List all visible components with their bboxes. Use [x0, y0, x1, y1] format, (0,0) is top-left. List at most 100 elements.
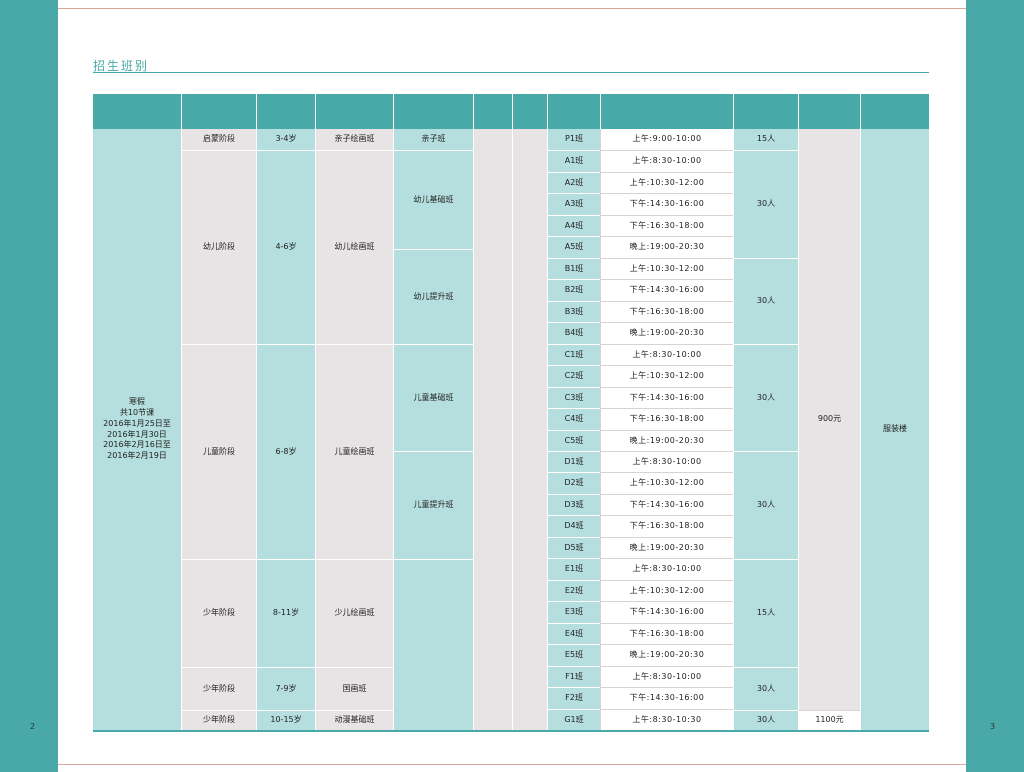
stage-cell: 少年阶段	[181, 667, 256, 710]
stage-cell: 少年阶段	[181, 559, 256, 667]
header-cell	[473, 94, 512, 129]
class-time-cell: 下午:16:30-18:00	[600, 301, 733, 322]
class-time-cell: 晚上:19:00-20:30	[600, 236, 733, 258]
class-time-cell: 晚上:19:00-20:30	[600, 430, 733, 451]
class-time-cell: 下午:16:30-18:00	[600, 408, 733, 430]
class-code-cell: D2班	[547, 472, 600, 494]
class-time-cell: 晚上:19:00-20:30	[600, 322, 733, 344]
capacity-cell: 15人	[733, 129, 798, 150]
course-cell: 亲子绘画班	[315, 129, 393, 150]
level-cell: 儿童提升班	[393, 451, 473, 559]
class-time-cell: 下午:14:30-16:00	[600, 494, 733, 515]
class-code-cell: B4班	[547, 322, 600, 344]
class-time-cell: 下午:14:30-16:00	[600, 601, 733, 623]
class-code-cell: E3班	[547, 601, 600, 623]
header-cell	[315, 94, 393, 129]
level-cell	[393, 559, 473, 730]
age-cell: 8-11岁	[256, 559, 315, 667]
class-code-cell: A1班	[547, 150, 600, 172]
class-code-cell: E4班	[547, 623, 600, 644]
class-code-cell: B3班	[547, 301, 600, 322]
term-cell: 寒假 共10节课 2016年1月25日至 2016年1月30日 2016年2月1…	[93, 129, 181, 730]
level-cell: 儿童基础班	[393, 344, 473, 451]
page-number-left: 2	[30, 722, 36, 731]
term-name: 寒假	[128, 397, 145, 407]
class-code-cell: B1班	[547, 258, 600, 279]
level-cell: 幼儿基础班	[393, 150, 473, 249]
capacity-cell: 30人	[733, 258, 798, 344]
header-cell	[733, 94, 798, 129]
class-time-cell: 上午:10:30-12:00	[600, 472, 733, 494]
class-code-cell: B2班	[547, 279, 600, 301]
level-cell: 亲子班	[393, 129, 473, 150]
top-trim-line	[58, 8, 966, 9]
class-code-cell: A2班	[547, 172, 600, 193]
class-code-cell: A5班	[547, 236, 600, 258]
capacity-cell: 30人	[733, 150, 798, 258]
term-lessons: 共10节课	[119, 407, 155, 417]
bottom-trim-line	[58, 764, 966, 765]
class-code-cell: C5班	[547, 430, 600, 451]
class-code-cell: D3班	[547, 494, 600, 515]
class-code-cell: P1班	[547, 129, 600, 150]
class-code-cell: D5班	[547, 537, 600, 558]
stage-cell: 儿童阶段	[181, 344, 256, 559]
class-time-cell: 晚上:19:00-20:30	[600, 644, 733, 666]
class-time-cell: 上午:8:30-10:00	[600, 558, 733, 580]
course-cell: 少儿绘画班	[315, 559, 393, 667]
level-cell: 幼儿提升班	[393, 249, 473, 344]
title-underline	[93, 72, 929, 73]
class-time-cell: 上午:8:30-10:30	[600, 709, 733, 730]
header-cell	[798, 94, 860, 129]
class-code-cell: C3班	[547, 387, 600, 408]
class-time-cell: 上午:10:30-12:00	[600, 580, 733, 601]
section-title: 招生班别	[93, 59, 150, 73]
class-code-cell: G1班	[547, 709, 600, 730]
class-time-cell: 上午:9:00-10:00	[600, 129, 733, 150]
header-cell	[512, 94, 547, 129]
capacity-cell: 30人	[733, 667, 798, 710]
price-cell: 1100元	[798, 710, 860, 730]
class-code-cell: A3班	[547, 193, 600, 215]
course-cell: 国画班	[315, 667, 393, 710]
stage-cell: 启蒙阶段	[181, 129, 256, 150]
course-cell: 动漫基础班	[315, 710, 393, 730]
term-date: 2016年1月25日至	[103, 418, 171, 428]
capacity-cell: 30人	[733, 710, 798, 730]
term-date: 2016年2月16日至	[103, 440, 171, 450]
stage-cell: 幼儿阶段	[181, 150, 256, 344]
class-code-cell: D4班	[547, 515, 600, 537]
empty-column	[512, 129, 547, 730]
location-cell: 服装楼	[860, 129, 929, 730]
class-time-cell: 上午:8:30-10:00	[600, 344, 733, 365]
left-margin-band	[0, 0, 58, 772]
header-cell	[860, 94, 929, 129]
class-time-cell: 下午:16:30-18:00	[600, 623, 733, 644]
right-margin-band	[966, 0, 1024, 772]
capacity-cell: 15人	[733, 559, 798, 667]
stage-cell: 少年阶段	[181, 710, 256, 730]
class-code-cell: D1班	[547, 451, 600, 472]
capacity-cell: 30人	[733, 344, 798, 451]
class-time-cell: 上午:8:30-10:00	[600, 666, 733, 687]
term-date: 2016年2月19日	[107, 451, 167, 461]
class-time-cell: 下午:14:30-16:00	[600, 193, 733, 215]
table-bottom-rule	[93, 730, 929, 732]
header-cell	[93, 94, 181, 129]
age-cell: 3-4岁	[256, 129, 315, 150]
class-time-cell: 下午:14:30-16:00	[600, 687, 733, 709]
class-code-cell: C4班	[547, 408, 600, 430]
page-number-right: 3	[990, 722, 996, 731]
class-code-cell: E5班	[547, 644, 600, 666]
header-cell	[547, 94, 600, 129]
course-cell: 儿童绘画班	[315, 344, 393, 559]
term-date: 2016年1月30日	[107, 429, 167, 439]
class-time-cell: 下午:14:30-16:00	[600, 387, 733, 408]
age-cell: 4-6岁	[256, 150, 315, 344]
capacity-cell: 30人	[733, 451, 798, 559]
header-cell	[600, 94, 733, 129]
age-cell: 10-15岁	[256, 710, 315, 730]
header-cell	[181, 94, 256, 129]
class-time-cell: 上午:10:30-12:00	[600, 258, 733, 279]
class-time-cell: 上午:8:30-10:00	[600, 451, 733, 472]
